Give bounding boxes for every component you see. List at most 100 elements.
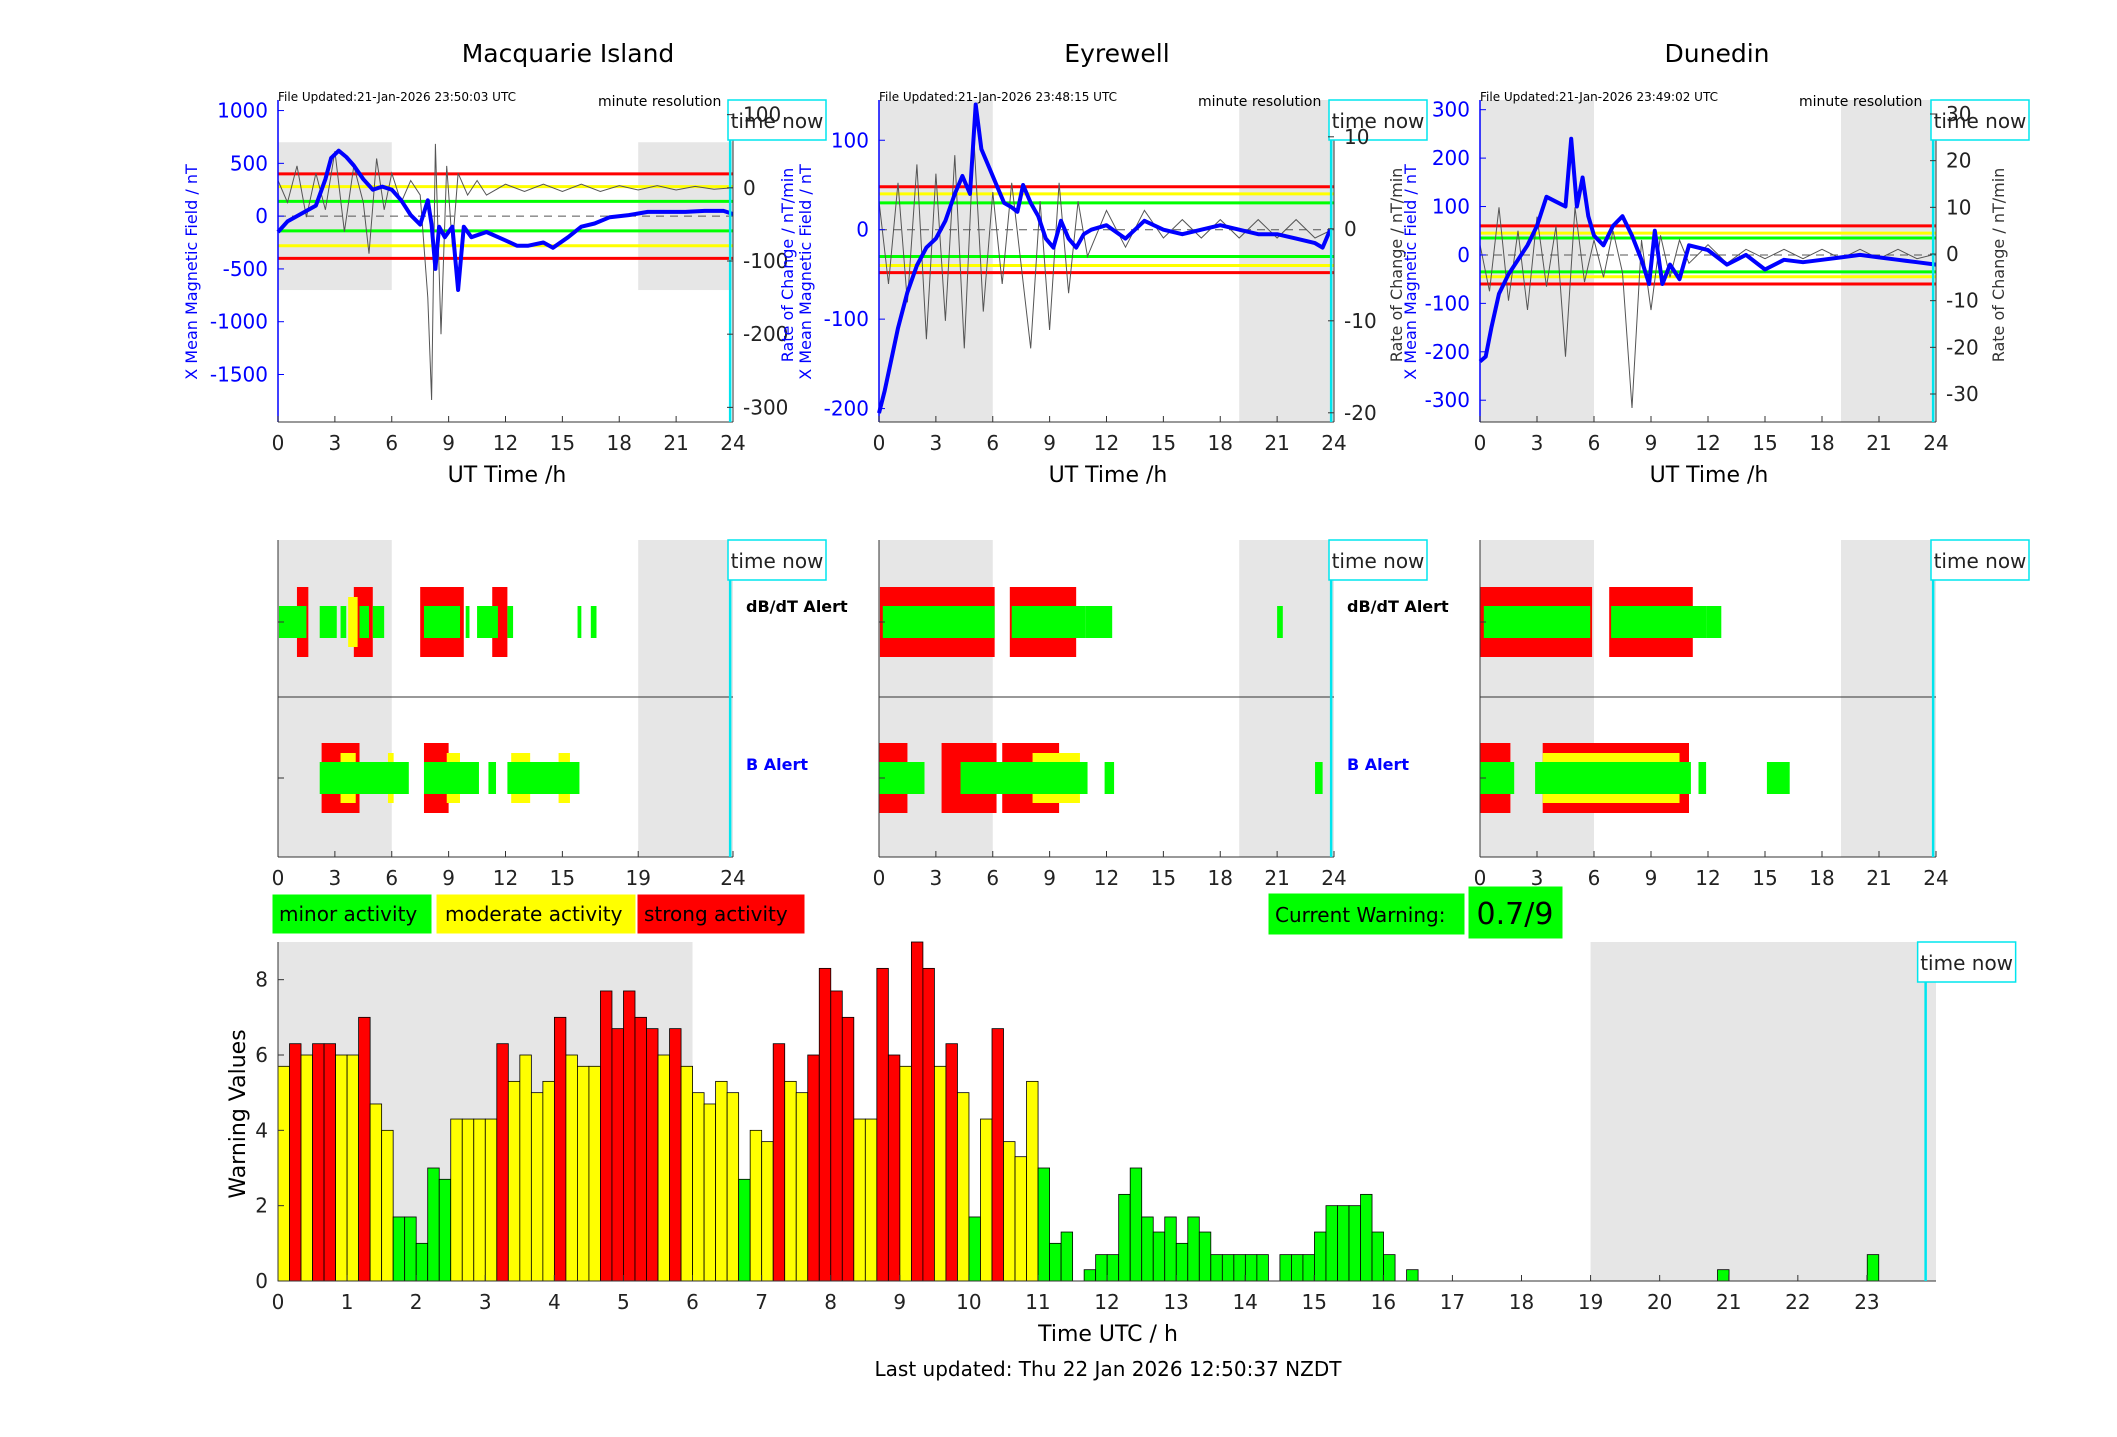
dbdt-alert-segment-7 bbox=[340, 606, 347, 638]
alert-x-tick-label-3: 9 bbox=[1043, 866, 1056, 890]
warning-bar-13 bbox=[427, 1167, 440, 1282]
x-tick-label-3: 9 bbox=[442, 431, 455, 455]
time-now-box bbox=[1328, 99, 1428, 141]
left-tick-label-2: 100 bbox=[1432, 195, 1470, 219]
warning-bar-0 bbox=[277, 1065, 290, 1282]
dbdt-alert-segment-4 bbox=[1706, 606, 1722, 638]
warning-bar-45 bbox=[795, 1092, 809, 1282]
warning-bar-37 bbox=[703, 1103, 717, 1282]
warning-bar-43 bbox=[772, 1043, 786, 1282]
bar-x-tick-label-3: 3 bbox=[479, 1290, 492, 1314]
alert-x-tick-label-7: 21 bbox=[1866, 866, 1891, 890]
bar-x-tick-label-6: 6 bbox=[686, 1290, 699, 1314]
b-alert-label-macquarie: B Alert bbox=[746, 755, 808, 774]
dbdt-alert-segment-2 bbox=[882, 606, 995, 638]
left-axis-label-macquarie: X Mean Magnetic Field / nT bbox=[182, 164, 201, 380]
alert-time-now-box bbox=[1930, 539, 2030, 581]
left-tick-label-1: 500 bbox=[230, 151, 268, 175]
b-alert-segment-5 bbox=[1698, 762, 1707, 794]
bar-y-tick-label-3: 6 bbox=[255, 1043, 268, 1067]
alert-x-tick-label-7: 21 bbox=[1264, 866, 1289, 890]
left-tick-label-3: -500 bbox=[223, 257, 268, 281]
warning-bar-89 bbox=[1302, 1254, 1315, 1282]
warning-bar-39 bbox=[726, 1092, 740, 1282]
alert-x-tick-label-4: 12 bbox=[1094, 866, 1119, 890]
x-tick-label-3: 9 bbox=[1043, 431, 1056, 455]
warning-bar-34 bbox=[669, 1028, 682, 1282]
dbdt-alert-label-macquarie: dB/dT Alert bbox=[746, 597, 848, 616]
warning-bar-3 bbox=[312, 1043, 325, 1282]
dbdt-alert-segment-3 bbox=[1611, 606, 1707, 638]
alert-x-tick-label-4: 12 bbox=[493, 866, 518, 890]
x-tick-label-5: 15 bbox=[1151, 431, 1176, 455]
bar-x-tick-label-23: 23 bbox=[1854, 1290, 1879, 1314]
left-tick-label-4: -1000 bbox=[210, 310, 268, 334]
left-tick-label-4: -100 bbox=[1425, 291, 1470, 315]
x-tick-label-7: 21 bbox=[663, 431, 688, 455]
x-tick-label-6: 18 bbox=[1809, 431, 1834, 455]
right-tick-label-0: 30 bbox=[1946, 102, 1971, 126]
warning-bar-53 bbox=[887, 1054, 901, 1282]
alert-x-tick-label-1: 3 bbox=[329, 866, 342, 890]
dbdt-alert-segment-11 bbox=[465, 606, 470, 638]
warning-bar-50 bbox=[853, 1118, 866, 1282]
right-tick-label-2: -10 bbox=[1344, 309, 1377, 333]
bar-y-tick-label-0: 0 bbox=[255, 1269, 268, 1293]
resolution-eyrewell: minute resolution bbox=[1198, 94, 1321, 110]
warning-bar-5 bbox=[335, 1054, 348, 1282]
bar-x-tick-label-2: 2 bbox=[410, 1290, 423, 1314]
warning-bar-94 bbox=[1360, 1193, 1373, 1282]
bar-time-now-box bbox=[1916, 941, 2017, 983]
dbdt-alert-segment-15 bbox=[590, 606, 597, 638]
legend-minor-label: minor activity bbox=[279, 902, 417, 926]
alert-x-tick-label-0: 0 bbox=[272, 866, 285, 890]
right-tick-label-3: 0 bbox=[1946, 242, 1959, 266]
warning-bar-7 bbox=[358, 1016, 371, 1282]
alert-x-tick-label-2: 6 bbox=[986, 866, 999, 890]
bar-y-tick-label-2: 4 bbox=[255, 1118, 268, 1142]
left-tick-label-0: 300 bbox=[1432, 98, 1470, 122]
warning-bar-91 bbox=[1325, 1205, 1338, 1282]
legend-minor-swatch bbox=[271, 893, 433, 935]
b-alert-segment-6 bbox=[1104, 762, 1115, 794]
warning-bar-70 bbox=[1083, 1269, 1097, 1282]
right-axis-label-eyrewell: Rate of Change / nT/min bbox=[1387, 168, 1406, 363]
bar-x-tick-label-10: 10 bbox=[956, 1290, 981, 1314]
dbdt-alert-segment-12 bbox=[477, 606, 498, 638]
alert-time-now-box bbox=[1328, 539, 1428, 581]
alert-x-tick-label-1: 3 bbox=[1531, 866, 1544, 890]
alert-x-tick-label-2: 6 bbox=[385, 866, 398, 890]
dbdt-alert-segment-3 bbox=[492, 587, 508, 657]
x-tick-label-8: 24 bbox=[1321, 431, 1346, 455]
warning-bar-25 bbox=[565, 1054, 578, 1282]
b-alert-segment-4 bbox=[879, 762, 925, 794]
time-now-box bbox=[727, 99, 827, 141]
bar-x-tick-label-15: 15 bbox=[1302, 1290, 1327, 1314]
warning-bar-14 bbox=[438, 1178, 452, 1282]
alert-time-now-label: time now bbox=[1332, 549, 1425, 573]
bar-x-tick-label-14: 14 bbox=[1232, 1290, 1257, 1314]
alert-panel-dunedin: time now 0 3 6 9 12 15 18 21 24 bbox=[1474, 539, 2030, 890]
x-tick-label-4: 12 bbox=[493, 431, 518, 455]
bar-night-shading-1 bbox=[1590, 942, 1936, 1281]
current-warning-value: 0.7/9 bbox=[1477, 897, 1554, 932]
time-now-label: time now bbox=[731, 109, 824, 133]
night-shading-0 bbox=[1480, 100, 1594, 422]
x-tick-label-7: 21 bbox=[1264, 431, 1289, 455]
x-tick-label-3: 9 bbox=[1645, 431, 1658, 455]
b-alert-segment-5 bbox=[960, 762, 1088, 794]
current-warning-label: Current Warning: bbox=[1275, 903, 1445, 927]
dbdt-alert-segment-9 bbox=[372, 606, 385, 638]
warning-bar-85 bbox=[1256, 1254, 1269, 1282]
bar-chart-xlabel: Time UTC / h bbox=[1037, 1322, 1178, 1347]
warning-bar-75 bbox=[1141, 1216, 1154, 1282]
bar-x-tick-label-11: 11 bbox=[1025, 1290, 1050, 1314]
bar-x-tick-label-19: 19 bbox=[1578, 1290, 1603, 1314]
alert-x-tick-label-5: 15 bbox=[1151, 866, 1176, 890]
alert-time-now-label: time now bbox=[731, 549, 824, 573]
warning-bar-66 bbox=[1037, 1167, 1050, 1282]
right-tick-label-1: 20 bbox=[1946, 149, 1971, 173]
alert-panel-macquarie: time now 0 3 6 9 12 15 19 24 bbox=[272, 539, 827, 890]
